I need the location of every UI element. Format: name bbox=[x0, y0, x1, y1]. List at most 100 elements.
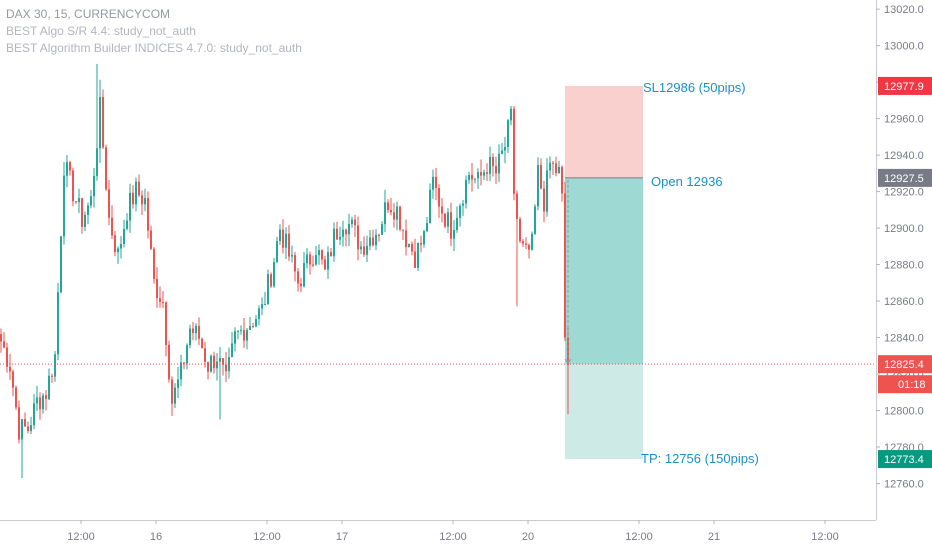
candle[interactable] bbox=[21, 418, 23, 479]
profit-zone-filled[interactable] bbox=[565, 177, 643, 365]
candle[interactable] bbox=[150, 225, 152, 250]
candle[interactable] bbox=[6, 342, 8, 373]
candle[interactable] bbox=[216, 353, 218, 381]
candle[interactable] bbox=[465, 175, 467, 209]
candle[interactable] bbox=[249, 316, 251, 331]
candle[interactable] bbox=[252, 322, 254, 329]
candle[interactable] bbox=[507, 118, 509, 154]
candle[interactable] bbox=[534, 204, 536, 236]
candle[interactable] bbox=[513, 106, 515, 201]
candle[interactable] bbox=[363, 236, 365, 257]
candle[interactable] bbox=[360, 241, 362, 255]
candle[interactable] bbox=[561, 165, 563, 202]
candle[interactable] bbox=[438, 184, 440, 218]
stop-loss-zone[interactable] bbox=[565, 85, 643, 178]
candle[interactable] bbox=[555, 156, 557, 177]
candle[interactable] bbox=[558, 160, 560, 174]
candle[interactable] bbox=[543, 180, 545, 223]
candle[interactable] bbox=[162, 290, 164, 308]
candle[interactable] bbox=[240, 325, 242, 335]
profit-zone-target[interactable] bbox=[565, 364, 643, 460]
countdown-tag[interactable]: 01:18 bbox=[878, 375, 932, 394]
candle[interactable] bbox=[60, 235, 62, 294]
candle[interactable] bbox=[495, 156, 497, 185]
candle[interactable] bbox=[51, 373, 53, 383]
current-price-tag[interactable]: 12825.4 bbox=[878, 355, 932, 374]
candle[interactable] bbox=[210, 354, 212, 373]
candle[interactable] bbox=[324, 255, 326, 270]
candle[interactable] bbox=[261, 297, 263, 316]
candle[interactable] bbox=[342, 220, 344, 247]
candle[interactable] bbox=[174, 383, 176, 409]
candle[interactable] bbox=[552, 160, 554, 175]
candle[interactable] bbox=[48, 368, 50, 401]
candle[interactable] bbox=[117, 246, 119, 264]
candle[interactable] bbox=[15, 385, 17, 410]
candle[interactable] bbox=[528, 243, 530, 259]
candle[interactable] bbox=[453, 220, 455, 252]
candle[interactable] bbox=[9, 354, 11, 380]
candle[interactable] bbox=[258, 305, 260, 326]
candle[interactable] bbox=[204, 341, 206, 368]
candle[interactable] bbox=[321, 249, 323, 265]
candle[interactable] bbox=[105, 144, 107, 191]
candle[interactable] bbox=[18, 400, 20, 444]
candle[interactable] bbox=[399, 205, 401, 232]
candle[interactable] bbox=[333, 222, 335, 262]
candle[interactable] bbox=[519, 216, 521, 244]
candle[interactable] bbox=[192, 321, 194, 341]
candle[interactable] bbox=[0, 328, 2, 353]
candle[interactable] bbox=[327, 246, 329, 279]
candle[interactable] bbox=[516, 190, 518, 307]
candle[interactable] bbox=[336, 221, 338, 240]
candle[interactable] bbox=[66, 155, 68, 188]
candle[interactable] bbox=[540, 158, 542, 190]
candle[interactable] bbox=[447, 208, 449, 234]
candle[interactable] bbox=[285, 227, 287, 260]
candle[interactable] bbox=[24, 412, 26, 427]
candle[interactable] bbox=[111, 205, 113, 239]
candle[interactable] bbox=[537, 157, 539, 211]
candle[interactable] bbox=[213, 351, 215, 374]
candle[interactable] bbox=[75, 200, 77, 204]
candle[interactable] bbox=[432, 169, 434, 199]
candle[interactable] bbox=[492, 153, 494, 177]
candle[interactable] bbox=[141, 190, 143, 215]
candle[interactable] bbox=[42, 393, 44, 414]
candle[interactable] bbox=[264, 291, 266, 306]
candle[interactable] bbox=[501, 142, 503, 155]
candle[interactable] bbox=[27, 421, 29, 434]
candle[interactable] bbox=[114, 230, 116, 257]
candle[interactable] bbox=[450, 202, 452, 247]
candle[interactable] bbox=[93, 167, 95, 208]
candle[interactable] bbox=[294, 251, 296, 282]
candle[interactable] bbox=[39, 392, 41, 420]
candle[interactable] bbox=[87, 202, 89, 225]
candle[interactable] bbox=[486, 163, 488, 182]
candle[interactable] bbox=[429, 183, 431, 224]
candle[interactable] bbox=[57, 282, 59, 361]
candle[interactable] bbox=[198, 317, 200, 346]
candle[interactable] bbox=[195, 323, 197, 341]
candle[interactable] bbox=[69, 160, 71, 176]
candle[interactable] bbox=[414, 238, 416, 269]
candle[interactable] bbox=[45, 390, 47, 411]
candle[interactable] bbox=[123, 219, 125, 248]
candle[interactable] bbox=[201, 337, 203, 349]
candle[interactable] bbox=[276, 236, 278, 264]
candle[interactable] bbox=[312, 255, 314, 268]
candle[interactable] bbox=[351, 216, 353, 228]
candle[interactable] bbox=[129, 183, 131, 233]
candle[interactable] bbox=[234, 327, 236, 352]
candle[interactable] bbox=[402, 229, 404, 241]
candle[interactable] bbox=[132, 185, 134, 209]
candle[interactable] bbox=[219, 346, 221, 420]
candle[interactable] bbox=[30, 416, 32, 435]
candle[interactable] bbox=[525, 237, 527, 250]
candle[interactable] bbox=[357, 216, 359, 261]
candle[interactable] bbox=[78, 188, 80, 213]
candle[interactable] bbox=[246, 328, 248, 350]
candle[interactable] bbox=[378, 233, 380, 242]
candle[interactable] bbox=[471, 163, 473, 192]
candle[interactable] bbox=[522, 238, 524, 248]
